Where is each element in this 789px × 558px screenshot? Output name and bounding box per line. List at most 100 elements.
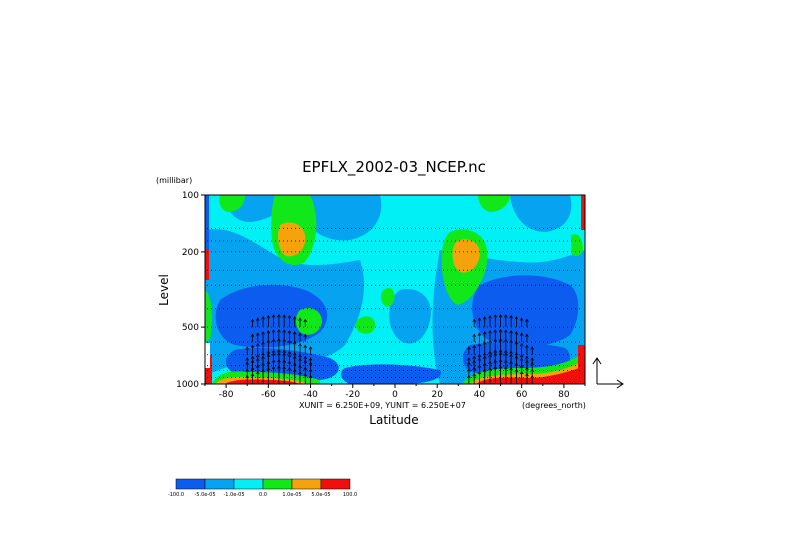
ep-vector-head (287, 353, 292, 358)
x-tick-label: -20 (345, 390, 360, 400)
x-tick-label: 0 (392, 390, 398, 400)
ep-vector-head (287, 366, 292, 371)
ep-vector-head (282, 338, 286, 342)
ep-vector-head (467, 368, 471, 372)
ep-vector-head (498, 349, 503, 353)
ep-vector-head (261, 362, 265, 366)
ep-vector-head (504, 365, 508, 370)
ep-vector-head (472, 344, 476, 349)
ep-vector-head (498, 358, 503, 363)
ep-vector-head (292, 331, 297, 335)
ep-vector-head (292, 355, 297, 359)
ep-vector-head (482, 362, 487, 366)
ep-vector-head (472, 355, 476, 360)
ep-vector-head (303, 355, 308, 360)
ep-vector-head (488, 329, 492, 334)
ep-vector-head (525, 333, 529, 337)
ep-vector-head (308, 346, 313, 350)
ep-vector-head (519, 332, 524, 336)
ep-vector-head (282, 314, 286, 318)
ep-vector-head (287, 360, 292, 364)
colorbar-swatch (233, 478, 264, 490)
ep-vector-head (477, 364, 482, 368)
ep-vector-head (525, 344, 529, 349)
ep-vector-head (509, 353, 513, 358)
ep-vector-head (525, 318, 529, 323)
colorbar-label: 100.0 (343, 492, 357, 498)
edge-strip-left-low-red (205, 355, 212, 384)
ep-vector-head (514, 331, 519, 335)
ep-vector-head (303, 366, 308, 370)
ep-vector-head (271, 359, 276, 363)
ep-vector-head (504, 352, 508, 356)
x-tick-label: 60 (516, 390, 528, 400)
ep-vector-head (250, 344, 255, 349)
ep-vector-head (488, 366, 492, 371)
edge-strip-left-red (205, 250, 209, 280)
ep-vector-head (525, 359, 529, 364)
ep-vector-head (298, 370, 302, 375)
ep-vector-head (292, 341, 297, 345)
ep-vector-head (261, 355, 265, 359)
ep-vector-head (519, 357, 524, 361)
ep-vector-head (472, 359, 476, 364)
ep-vector-head (514, 355, 519, 359)
ep-vector-head (277, 338, 281, 342)
ep-vector-head (498, 328, 503, 333)
ep-vector-head (271, 329, 276, 333)
ep-vector-head (271, 349, 276, 353)
ep-vector-head (255, 353, 260, 358)
ep-vector-head (519, 342, 524, 347)
ep-vector-head (525, 373, 529, 377)
ep-vector-head (245, 368, 250, 372)
ep-vector-head (282, 365, 286, 370)
colorbar-label: 0.0 (259, 492, 267, 498)
ep-vector-head (519, 364, 524, 368)
colorbar-swatch (320, 478, 351, 490)
ep-vector-head (482, 316, 487, 320)
ep-vector-head (493, 314, 498, 318)
contour-surface-red (225, 379, 300, 384)
ep-vector-head (498, 338, 503, 342)
contour-surface-red-2 (476, 366, 585, 384)
contour-green-4 (478, 195, 510, 212)
ep-vector-head (525, 366, 529, 370)
ep-vector-head (277, 358, 281, 363)
ep-vector-head (250, 318, 255, 323)
contour-orange-2 (452, 239, 480, 273)
colorbar-label: -100.0 (168, 492, 184, 498)
y-tick-label: 1000 (176, 380, 199, 390)
contour-green-8 (571, 234, 583, 257)
ep-vector-head (498, 365, 503, 369)
ep-vector-head (255, 364, 260, 368)
ep-vector-head (266, 329, 271, 334)
edge-strip-left-blue (205, 195, 209, 250)
ep-vector-head (308, 357, 313, 361)
ep-vector-head (519, 317, 524, 321)
ep-vector-head (514, 362, 519, 366)
ep-vector-head (298, 357, 302, 361)
ep-vector-head (250, 333, 255, 337)
ep-vector-head (493, 329, 498, 333)
ep-vector-head (519, 353, 524, 358)
ep-vector-head (467, 374, 471, 379)
ep-vector-head (277, 328, 281, 333)
ep-vector-head (282, 349, 286, 353)
x-axis: -80 -60 -40 -20 0 20 40 60 80 (204, 384, 586, 400)
ep-vector-head (298, 353, 302, 358)
ep-vector-head (245, 361, 250, 365)
ep-vector-head (292, 362, 297, 366)
contour-darkblue-north (472, 275, 579, 347)
ep-vector-head (472, 318, 476, 323)
colorbar-swatch (291, 478, 322, 490)
ep-vector-head (271, 314, 276, 318)
ep-vector-head (261, 316, 265, 320)
x-axis-label: Latitude (369, 413, 418, 427)
contour-darkblue-center-low (340, 364, 441, 384)
ep-vector-head (504, 349, 508, 353)
ep-flux-vectors (245, 314, 535, 384)
ep-vector-head (509, 329, 513, 334)
ep-vector-head (308, 368, 313, 372)
ep-vector-head (477, 357, 482, 361)
ep-vector-head (467, 346, 471, 350)
